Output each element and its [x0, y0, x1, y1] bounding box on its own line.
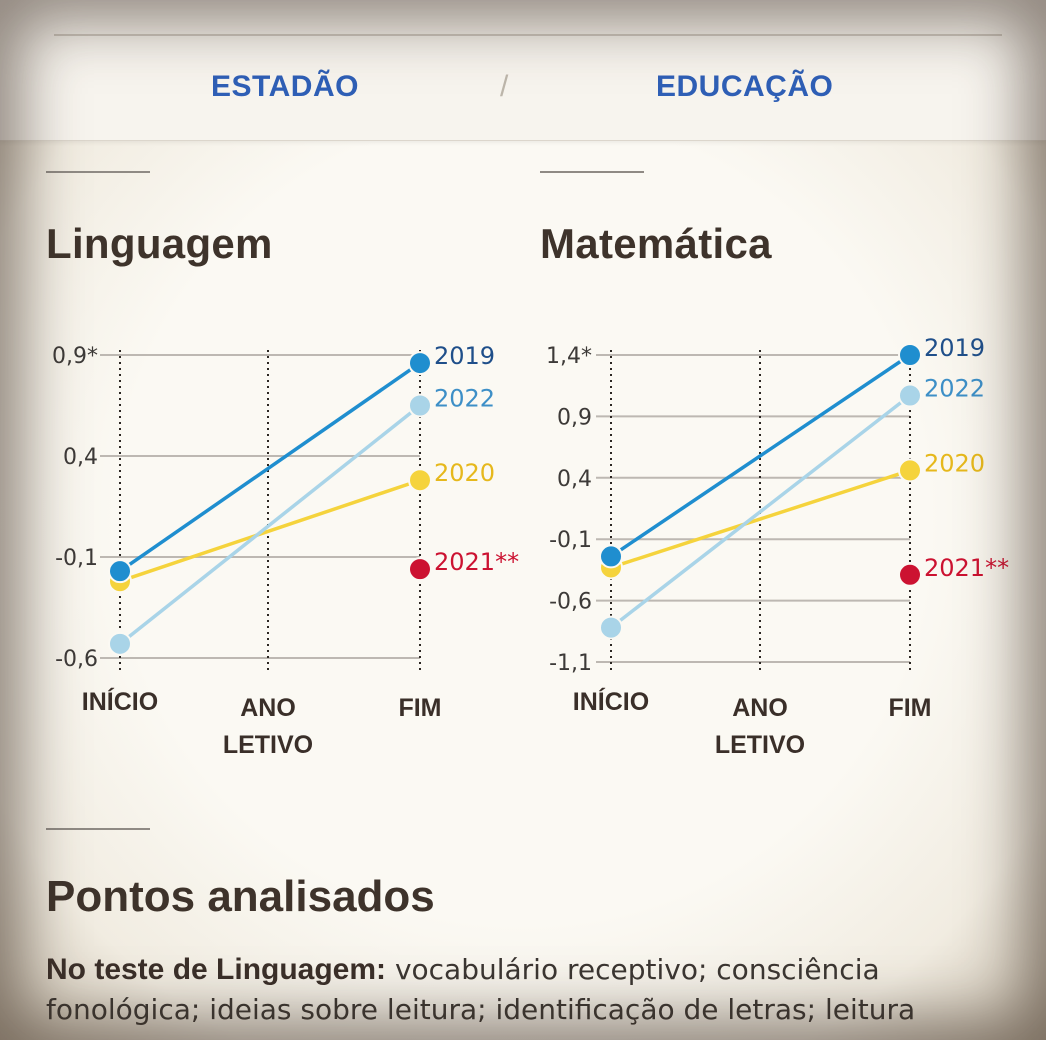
data-point-2019: [898, 343, 922, 367]
section-text: No teste de Linguagem: vocabulário recep…: [46, 950, 1006, 1030]
site-header: ESTADÃO / EDUCAÇÃO: [0, 0, 1046, 141]
series-line-2022: [118, 404, 422, 646]
y-tick-label: -0,6: [549, 590, 592, 615]
chart-matematica: 1,4* 0,9 0,4 -0,1 -0,6 -1,1 INÍCIO ANO LETIVO FIM…: [546, 334, 1009, 759]
y-tick-label: 1,4*: [546, 344, 592, 369]
y-tick-label: -0,6: [55, 647, 98, 672]
data-point-2019: [108, 559, 132, 584]
x-category-label: INÍCIO: [82, 687, 158, 716]
data-point-2021: [898, 562, 922, 587]
y-tick-label: 0,9*: [52, 344, 98, 369]
rule-pontos: [46, 828, 150, 830]
series-label-2022: 2022: [924, 375, 985, 403]
x-category-label: INÍCIO: [573, 687, 649, 716]
section-title: Pontos analisados: [46, 872, 435, 921]
series-line-2019: [119, 361, 421, 573]
x-category-label: FIM: [398, 694, 441, 722]
x-category-label: ANO: [240, 694, 296, 722]
y-tick-label: -0,1: [549, 528, 592, 553]
y-tick-label: -0,1: [55, 546, 98, 571]
data-point-2020: [898, 458, 922, 483]
chart-title-linguagem: Linguagem: [46, 220, 273, 267]
rule-linguagem: [46, 171, 150, 173]
data-point-2022: [898, 383, 922, 408]
series-label-2019: 2019: [924, 334, 985, 362]
y-tick-label: 0,9: [557, 405, 592, 430]
data-point-2022: [108, 631, 132, 656]
header-rule: [54, 34, 1002, 36]
section-lead: No teste de Linguagem:: [46, 953, 387, 986]
data-point-2019: [599, 544, 623, 569]
series-line-2022: [609, 394, 912, 629]
series-label-2020: 2020: [924, 449, 985, 477]
series-line-2020: [119, 478, 421, 583]
y-tick-label: 0,4: [557, 467, 592, 492]
rule-matematica: [540, 171, 644, 173]
x-category-label: FIM: [888, 694, 931, 722]
data-point-2021: [408, 557, 432, 582]
y-tick-label: 0,4: [63, 445, 98, 470]
section-body: vocabulário receptivo; consciência fonol…: [46, 953, 916, 1026]
nav-estadao-link[interactable]: ESTADÃO: [211, 70, 359, 103]
nav-separator: /: [500, 70, 509, 103]
data-point-2022: [408, 393, 432, 418]
data-point-2022: [599, 615, 623, 640]
series-line-2019: [610, 353, 911, 558]
series-line-2020: [610, 468, 911, 570]
series-label-2021: 2021**: [434, 548, 519, 576]
x-category-label-line2: LETIVO: [223, 731, 313, 759]
x-category-label-line2: LETIVO: [715, 731, 805, 759]
series-label-2019: 2019: [434, 342, 495, 370]
series-label-2021: 2021**: [924, 554, 1009, 582]
chart-title-matematica: Matemática: [540, 220, 772, 267]
y-tick-label: -1,1: [549, 651, 592, 676]
chart-linguagem: 0,9* 0,4 -0,1 -0,6 INÍCIO ANO LETIVO FIM 2020 202…: [52, 342, 519, 759]
data-point-2019: [408, 351, 432, 376]
series-label-2022: 2022: [434, 385, 495, 413]
series-label-2020: 2020: [434, 459, 495, 487]
data-point-2020: [408, 468, 432, 493]
x-category-label: ANO: [732, 694, 788, 722]
nav-educacao-link[interactable]: EDUCAÇÃO: [656, 70, 834, 103]
